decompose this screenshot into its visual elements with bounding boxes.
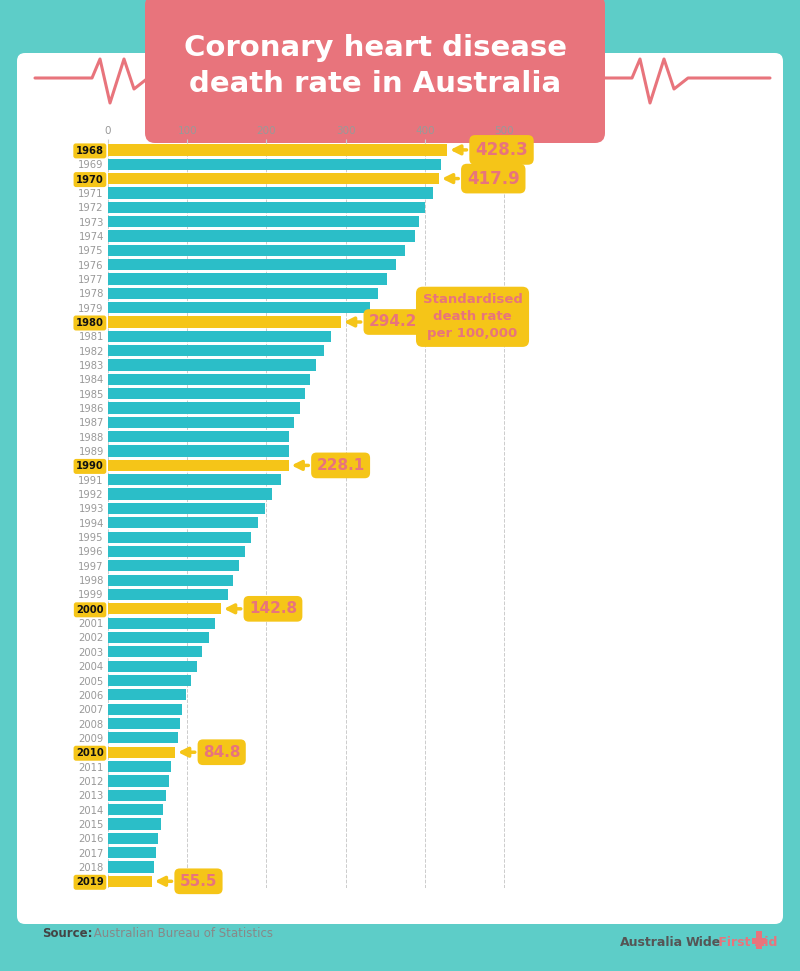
Text: Australian Bureau of Statistics: Australian Bureau of Statistics	[90, 926, 273, 940]
Bar	[108, 560, 238, 571]
Bar	[752, 938, 766, 944]
Bar	[108, 158, 441, 170]
Text: Coronary heart disease
death rate in Australia: Coronary heart disease death rate in Aus…	[183, 34, 566, 98]
Bar	[108, 632, 209, 643]
Text: 428.3: 428.3	[454, 141, 528, 159]
Bar	[108, 503, 265, 514]
Bar	[108, 287, 378, 299]
Bar	[108, 588, 228, 600]
Text: First Aid: First Aid	[714, 936, 778, 949]
Bar	[108, 230, 414, 242]
Bar	[108, 359, 317, 371]
Bar	[108, 216, 419, 227]
Text: 294.2: 294.2	[348, 315, 418, 329]
Bar	[108, 833, 158, 844]
Bar	[108, 331, 331, 342]
Bar	[108, 345, 323, 356]
Bar	[108, 876, 152, 887]
Bar	[108, 417, 294, 428]
Bar	[108, 847, 155, 858]
Bar	[108, 660, 197, 672]
Bar	[108, 474, 281, 486]
FancyBboxPatch shape	[17, 53, 783, 924]
Bar	[108, 618, 215, 629]
Text: 84.8: 84.8	[182, 745, 241, 759]
Bar	[108, 718, 180, 729]
Bar	[108, 173, 439, 184]
Bar	[108, 274, 387, 285]
Bar	[108, 819, 162, 829]
Bar	[108, 518, 258, 528]
Text: 55.5: 55.5	[158, 874, 218, 888]
Bar	[108, 446, 289, 456]
Bar	[108, 431, 290, 443]
Bar	[108, 187, 433, 198]
Text: 142.8: 142.8	[228, 601, 297, 617]
Bar	[108, 647, 202, 657]
Bar	[108, 302, 370, 314]
Bar	[108, 402, 300, 414]
Text: Australia: Australia	[620, 936, 683, 949]
Bar	[108, 374, 310, 385]
Bar	[108, 732, 178, 744]
Bar	[108, 245, 405, 256]
Bar	[108, 546, 245, 557]
Bar	[108, 761, 171, 772]
Bar	[108, 259, 396, 270]
Bar	[108, 460, 289, 471]
Bar	[756, 931, 762, 949]
Bar	[108, 675, 191, 686]
Text: Standardised
death rate
per 100,000: Standardised death rate per 100,000	[422, 293, 522, 340]
Bar	[108, 804, 163, 816]
Bar	[108, 531, 251, 543]
Bar	[108, 861, 154, 873]
Bar	[108, 388, 305, 399]
Text: Wide: Wide	[686, 936, 722, 949]
Bar	[108, 488, 272, 500]
Bar	[108, 775, 169, 787]
Bar	[108, 145, 447, 155]
Text: 228.1: 228.1	[295, 458, 365, 473]
Bar	[108, 575, 234, 586]
Bar	[108, 789, 166, 801]
Text: Source:: Source:	[42, 926, 93, 940]
Bar	[108, 704, 182, 715]
Text: 417.9: 417.9	[446, 170, 520, 187]
Bar	[108, 689, 186, 700]
Bar	[108, 317, 341, 327]
Bar	[108, 202, 425, 213]
Bar	[108, 603, 221, 615]
FancyBboxPatch shape	[145, 0, 605, 143]
Bar	[108, 747, 175, 757]
